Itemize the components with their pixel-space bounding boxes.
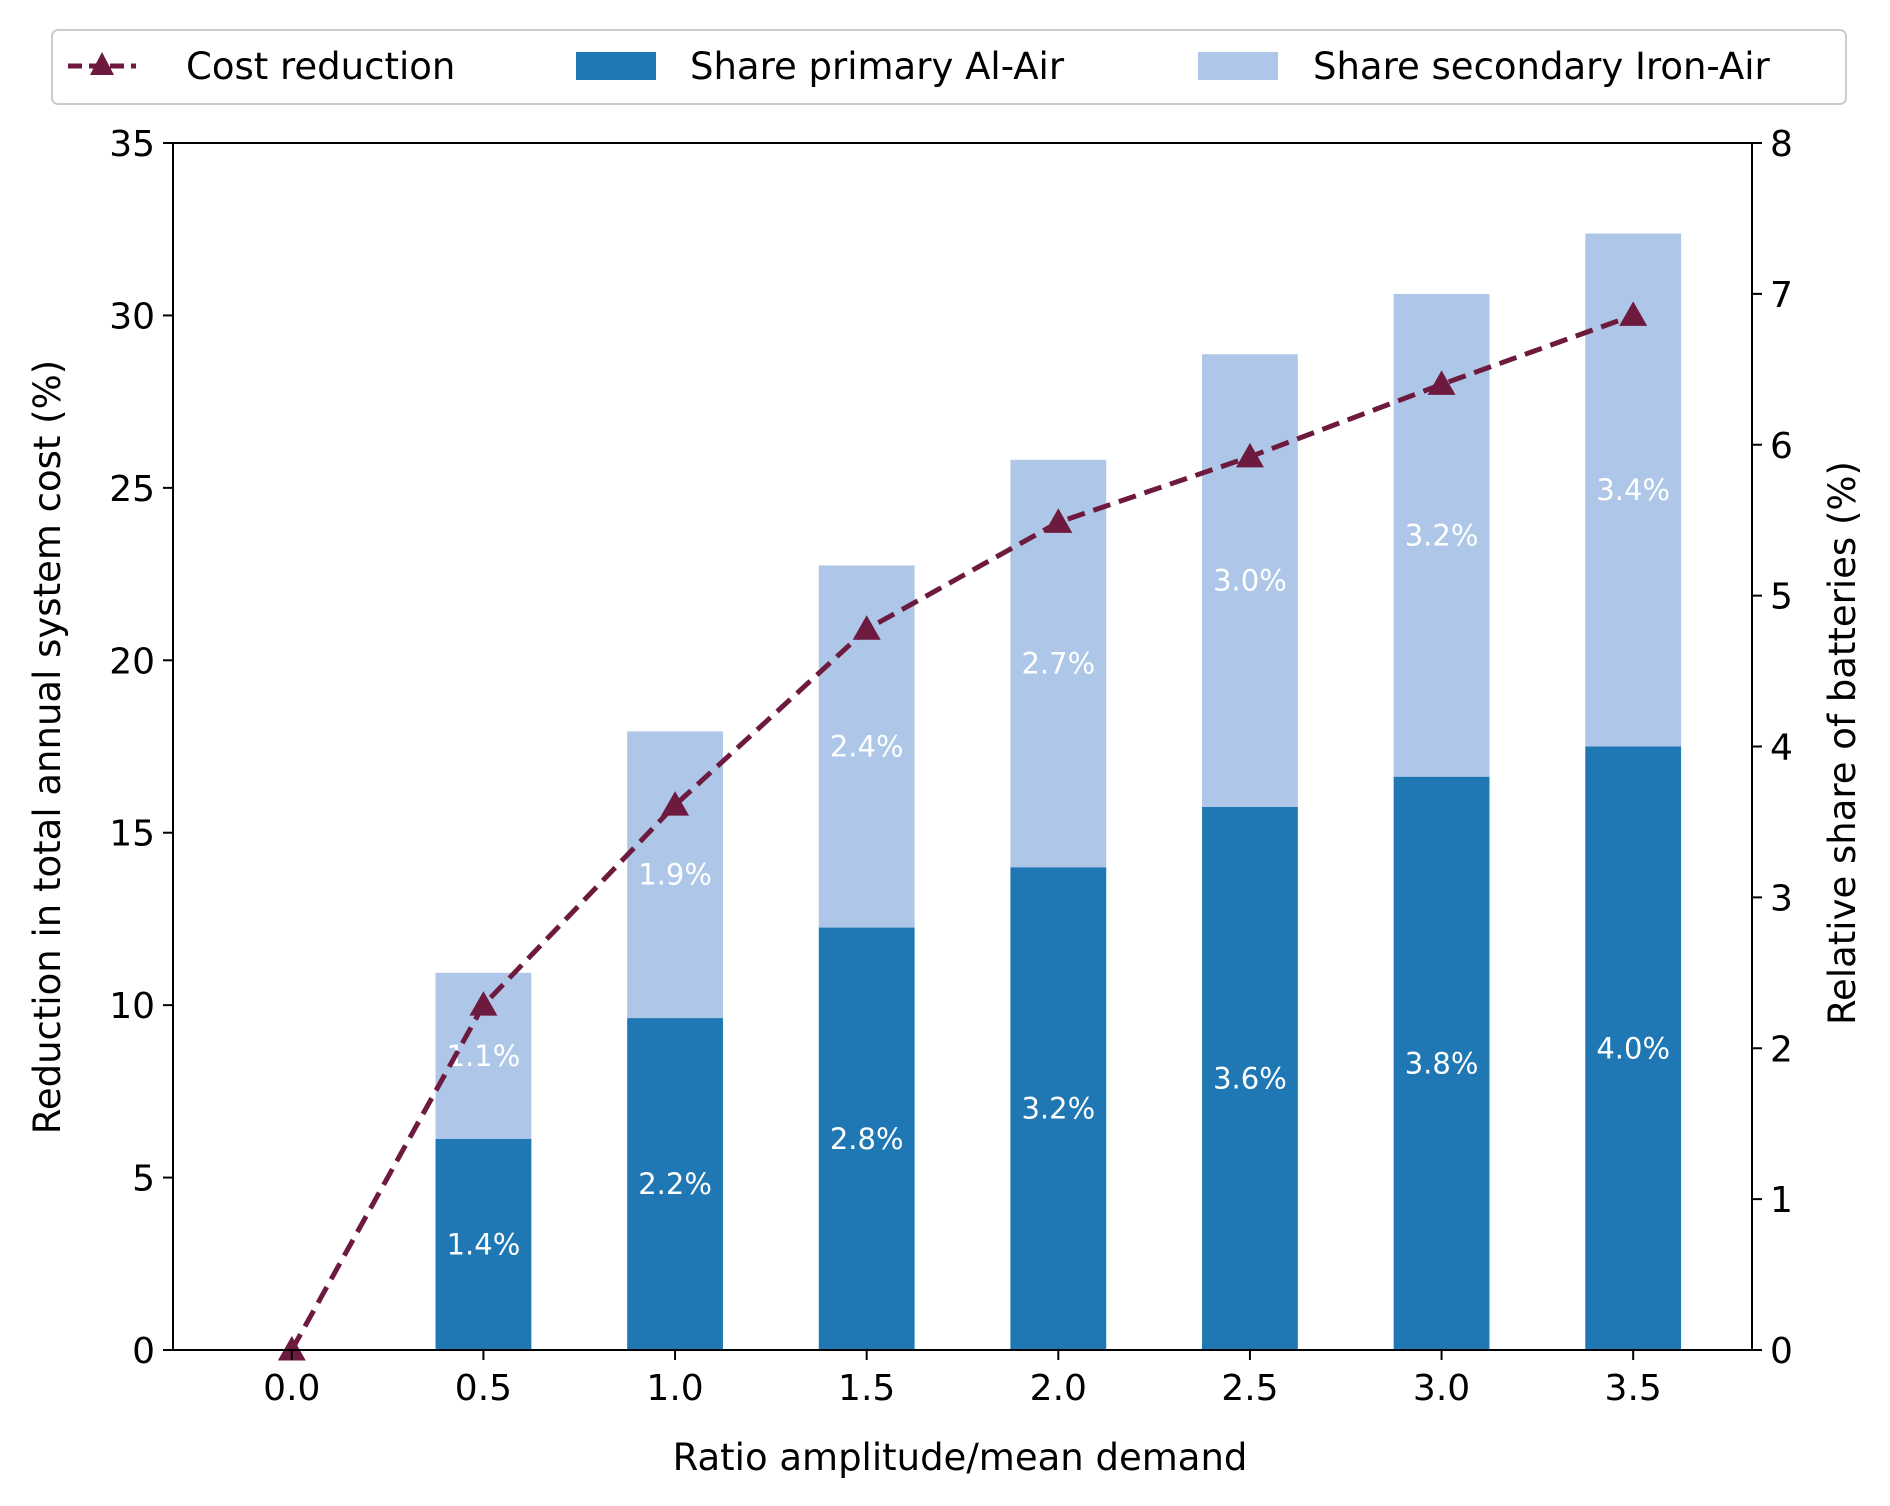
- x-tick-label: 3.0: [1413, 1368, 1470, 1409]
- bar-label-primary-al-air: 1.4%: [447, 1227, 521, 1261]
- legend-label-cost-reduction: Cost reduction: [186, 45, 455, 88]
- y-left-tick-label: 35: [109, 124, 155, 165]
- cost-reduction-marker: [852, 615, 881, 640]
- y-right-tick-label: 3: [1770, 878, 1793, 919]
- legend-label-secondary-iron-air: Share secondary Iron-Air: [1313, 45, 1771, 88]
- x-axis-title: Ratio amplitude/mean demand: [673, 1436, 1248, 1479]
- bar-label-primary-al-air: 3.8%: [1405, 1046, 1479, 1080]
- y-right-tick-label: 4: [1770, 728, 1793, 769]
- y-right-tick-label: 6: [1770, 426, 1793, 467]
- x-tick-label: 2.0: [1030, 1368, 1087, 1409]
- y-right-tick-label: 0: [1770, 1331, 1793, 1372]
- y-left-tick-label: 5: [132, 1159, 155, 1200]
- y-right-tick-label: 2: [1770, 1029, 1793, 1070]
- cost-reduction-marker: [1619, 301, 1648, 326]
- bar-label-secondary-iron-air: 3.2%: [1405, 518, 1479, 552]
- cost-reduction-marker: [469, 991, 498, 1016]
- bar-secondary-iron-air: [1202, 354, 1298, 807]
- y-left-tick-label: 30: [109, 296, 155, 337]
- bar-label-secondary-iron-air: 1.1%: [447, 1039, 521, 1073]
- y-axis-title-right: Relative share of batteries (%): [1821, 461, 1864, 1025]
- bar-label-secondary-iron-air: 2.7%: [1021, 647, 1095, 681]
- bar-label-secondary-iron-air: 3.0%: [1213, 564, 1287, 598]
- y-right-tick-label: 7: [1770, 275, 1793, 316]
- y-right-tick-label: 5: [1770, 577, 1793, 618]
- cost-reduction-line: [289, 313, 1635, 1352]
- cost-reduction-marker: [1044, 508, 1073, 533]
- bar-label-primary-al-air: 2.2%: [638, 1167, 712, 1201]
- cost-reduction-marker: [1235, 442, 1264, 468]
- y-left-tick-label: 0: [132, 1331, 155, 1372]
- bar-label-secondary-iron-air: 1.9%: [638, 858, 712, 892]
- y-left-tick-label: 25: [109, 469, 155, 510]
- legend-swatch-primary-al-air: [576, 52, 656, 80]
- bar-label-secondary-iron-air: 2.4%: [830, 730, 904, 764]
- bar-primary-al-air: [1202, 806, 1298, 1350]
- bar-label-secondary-iron-air: 3.4%: [1596, 473, 1670, 507]
- bar-primary-al-air: [1393, 776, 1490, 1350]
- y-right-tick-label: 8: [1770, 124, 1793, 165]
- bar-primary-al-air: [818, 927, 915, 1350]
- bar-label-primary-al-air: 3.2%: [1021, 1092, 1095, 1126]
- x-tick-label: 1.5: [838, 1368, 895, 1409]
- x-tick-label: 2.5: [1221, 1368, 1278, 1409]
- legend-label-primary-al-air: Share primary Al-Air: [690, 45, 1065, 88]
- bar-primary-al-air: [1585, 746, 1682, 1350]
- y-right-tick-label: 1: [1770, 1180, 1793, 1221]
- x-tick-label: 3.5: [1605, 1368, 1662, 1409]
- cost-reduction-marker: [1427, 370, 1456, 395]
- bar-label-primary-al-air: 2.8%: [830, 1122, 904, 1156]
- y-axis-title-left: Reduction in total annual system cost (%…: [26, 360, 69, 1134]
- x-tick-label: 0.0: [263, 1368, 320, 1409]
- legend-swatch-secondary-iron-air: [1198, 52, 1278, 80]
- bar-primary-al-air: [1010, 867, 1107, 1350]
- x-tick-label: 1.0: [646, 1368, 703, 1409]
- y-left-tick-label: 10: [109, 986, 155, 1027]
- x-tick-label: 0.5: [455, 1368, 512, 1409]
- bar-primary-al-air: [627, 1018, 723, 1350]
- legend-swatch-cost-reduction-marker: [90, 52, 114, 75]
- cost-reduction-marker: [661, 791, 690, 816]
- legend: Cost reduction Share primary Al-Air Shar…: [51, 29, 1847, 105]
- bar-label-primary-al-air: 4.0%: [1596, 1031, 1670, 1065]
- y-left-tick-label: 20: [109, 641, 155, 682]
- bar-primary-al-air: [435, 1138, 532, 1350]
- y-left-tick-label: 15: [109, 814, 155, 855]
- bar-label-primary-al-air: 3.6%: [1213, 1061, 1287, 1095]
- legend-frame: [51, 29, 1847, 105]
- cost-reduction-marker: [277, 1336, 306, 1361]
